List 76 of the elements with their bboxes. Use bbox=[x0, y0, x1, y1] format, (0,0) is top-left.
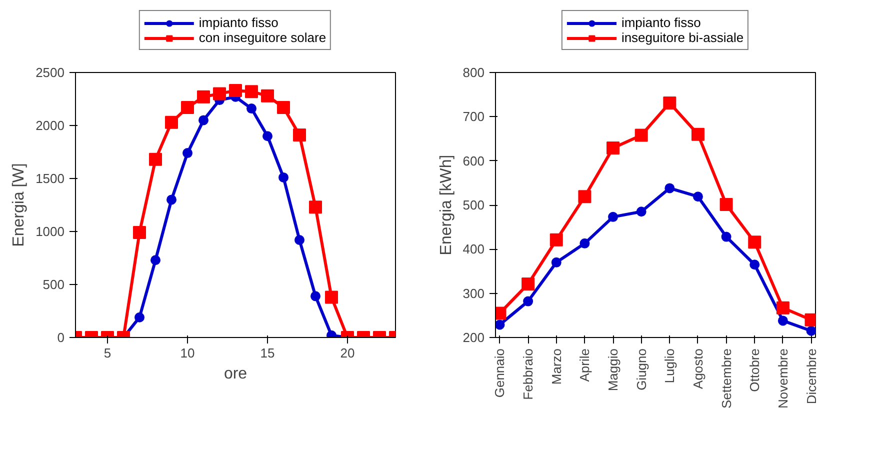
point bbox=[778, 316, 788, 326]
y-tick-label: 500 bbox=[42, 277, 65, 292]
y-tick-label: 2500 bbox=[36, 65, 64, 80]
x-tick-label: 5 bbox=[104, 346, 112, 360]
point bbox=[750, 260, 760, 270]
x-tick-label: Agosto bbox=[690, 348, 706, 389]
point bbox=[691, 128, 704, 141]
point bbox=[182, 148, 192, 158]
point bbox=[496, 320, 505, 330]
legend-label: con inseguitore solare bbox=[198, 30, 326, 45]
y-tick-label: 200 bbox=[462, 330, 485, 345]
point bbox=[277, 100, 290, 114]
x-tick-label: Settembre bbox=[718, 348, 734, 408]
point bbox=[245, 85, 258, 98]
point bbox=[663, 96, 676, 110]
point bbox=[692, 192, 703, 202]
y-tick-label: 1000 bbox=[36, 224, 64, 239]
x-tick-label: Giugno bbox=[634, 348, 649, 390]
x-tick-label: Aprile bbox=[577, 348, 592, 382]
point bbox=[578, 190, 592, 204]
point bbox=[262, 131, 272, 142]
point bbox=[580, 238, 590, 248]
x-tick-label: Luglio bbox=[662, 348, 678, 384]
point bbox=[293, 128, 306, 142]
y-tick-label: 800 bbox=[462, 65, 485, 80]
point bbox=[165, 116, 178, 129]
point bbox=[608, 212, 618, 222]
x-tick-label: Dicembre bbox=[804, 348, 819, 404]
legend-label: inseguitore bi-assiale bbox=[621, 30, 744, 45]
y-tick-label: 700 bbox=[462, 109, 485, 124]
x-tick-label: Ottobre bbox=[747, 348, 762, 392]
point bbox=[181, 100, 194, 114]
point bbox=[166, 194, 176, 205]
point bbox=[229, 84, 242, 98]
point bbox=[721, 232, 732, 242]
point bbox=[776, 301, 790, 314]
point bbox=[149, 152, 162, 166]
legend-label: impianto fisso bbox=[198, 15, 278, 30]
point bbox=[246, 104, 256, 114]
point bbox=[523, 296, 534, 306]
point bbox=[606, 142, 620, 155]
point bbox=[550, 233, 563, 246]
point bbox=[213, 87, 226, 100]
x-tick-label: 15 bbox=[260, 346, 275, 360]
point bbox=[551, 257, 562, 268]
y-tick-label: 600 bbox=[462, 153, 485, 168]
y-tick-label: 300 bbox=[462, 286, 485, 301]
x-tick-label: Marzo bbox=[548, 348, 564, 385]
x-tick-label: Novembre bbox=[775, 348, 790, 408]
point bbox=[664, 183, 675, 194]
x-tick-label: Gennaio bbox=[492, 348, 508, 398]
legend-label: impianto fisso bbox=[621, 15, 701, 30]
x-axis-title: ore bbox=[224, 366, 248, 382]
y-tick-label: 0 bbox=[57, 330, 65, 345]
y-tick-label: 1500 bbox=[36, 171, 64, 186]
point bbox=[748, 236, 762, 249]
x-tick-label: Maggio bbox=[606, 348, 621, 392]
x-tick-label: 10 bbox=[180, 346, 195, 360]
x-tick-label: Febbraio bbox=[520, 348, 536, 400]
y-axis-title: Energia [kWh] bbox=[438, 154, 455, 256]
point bbox=[634, 128, 648, 142]
point bbox=[636, 206, 646, 217]
point bbox=[198, 115, 208, 126]
point bbox=[261, 89, 274, 102]
y-tick-label: 500 bbox=[462, 198, 485, 212]
point bbox=[197, 90, 210, 104]
point bbox=[309, 200, 322, 214]
y-tick-label: 2000 bbox=[36, 118, 64, 133]
y-axis-title: Energia [W] bbox=[10, 163, 28, 247]
point bbox=[806, 326, 816, 336]
point bbox=[278, 172, 288, 182]
y-tick-label: 400 bbox=[462, 242, 485, 257]
point bbox=[522, 278, 535, 291]
x-tick-label: 20 bbox=[340, 346, 355, 360]
point bbox=[720, 198, 733, 212]
point bbox=[294, 234, 304, 245]
